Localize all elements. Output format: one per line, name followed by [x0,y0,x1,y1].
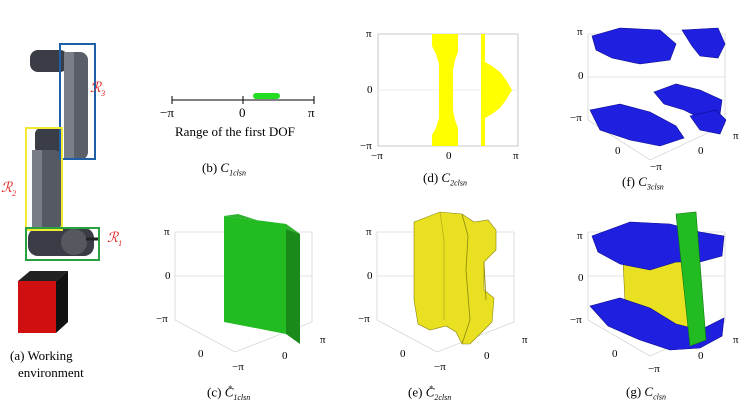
robot-arm [28,50,98,256]
caption-g: (g) Cclsn [626,384,666,402]
g-tick-z-pi: π [733,334,739,346]
caption-a-line2: environment [18,365,84,380]
caption-c: (c) C1clsn* [207,384,251,402]
c-tick-z-zero: 0 [282,350,288,362]
f-tick-y-zero: 0 [578,70,584,82]
e-yellow-fold [461,213,471,345]
link1-box [25,227,100,261]
c-tick-y-negpi: −π [156,313,168,325]
caption-d: (d) C2clsn [423,170,467,188]
g-tick-y-zero: 0 [578,272,584,284]
f-blue-bottom-right [689,109,727,135]
f-tick-x-negpi: −π [650,161,662,173]
caption-f: (f) C3clsn [622,174,664,192]
caption-b: (b) C1clsn [202,160,246,178]
d-tick-x-pi: π [513,150,519,162]
d-tick-y-negpi: −π [360,140,372,152]
d-region-strip [481,34,485,146]
c-tick-y-pi: π [164,226,170,238]
r3-label: ℛ3 [90,81,106,98]
link3-box [59,43,96,160]
d-tick-x-zero: 0 [446,150,452,162]
f-blue-top-right [681,27,726,59]
g-tick-y-negpi: −π [570,314,582,326]
f-blue-top-left [591,27,677,65]
d-tick-x-negpi: −π [371,150,383,162]
d-region-right [485,62,512,118]
g-tick-x-zero: 0 [612,348,618,360]
d-region-left [432,34,458,146]
g-tick-x-negpi: −π [648,363,660,375]
link2-box [25,127,63,231]
f-tick-z-zero: 0 [698,145,704,157]
r1-label: ℛ1 [107,231,123,248]
r2-label: ℛ2 [1,181,17,198]
c-slab-front [224,216,286,334]
e-tick-x-negpi: −π [434,361,446,373]
g-blue-top [591,221,725,271]
e-tick-y-negpi: −π [358,313,370,325]
e-tick-z-zero: 0 [484,350,490,362]
d-tick-y-pi: π [366,28,372,40]
obstacle-cube [18,271,68,333]
range-b-bar [253,93,280,99]
caption-e: (e) C2clsn* [408,384,452,402]
c-tick-z-pi: π [320,334,326,346]
range-b-tick-min: −π [160,105,174,120]
e-tick-y-zero: 0 [367,270,373,282]
caption-a-line1: (a) Working [10,348,73,363]
f-tick-x-zero: 0 [615,145,621,157]
e-yellow-body [413,211,497,345]
c-tick-x-negpi: −π [232,361,244,373]
e-tick-x-zero: 0 [400,348,406,360]
c-tick-y-zero: 0 [165,270,171,282]
f-tick-z-pi: π [733,130,739,142]
c-slab-side [286,224,300,344]
f-tick-y-pi: π [577,26,583,38]
e-tick-z-pi: π [522,334,528,346]
g-green-slab [675,211,707,347]
f-tick-y-negpi: −π [570,112,582,124]
d-tick-y-zero: 0 [367,84,373,96]
c-tick-x-zero: 0 [198,348,204,360]
range-b-tick-max: π [308,105,315,120]
e-tick-y-pi: π [366,226,372,238]
range-b-label: Range of the first DOF [175,124,295,139]
f-blue-bottom-left [589,103,685,147]
g-tick-z-zero: 0 [698,350,704,362]
range-b-tick-mid: 0 [239,105,246,120]
g-tick-y-pi: π [577,230,583,242]
